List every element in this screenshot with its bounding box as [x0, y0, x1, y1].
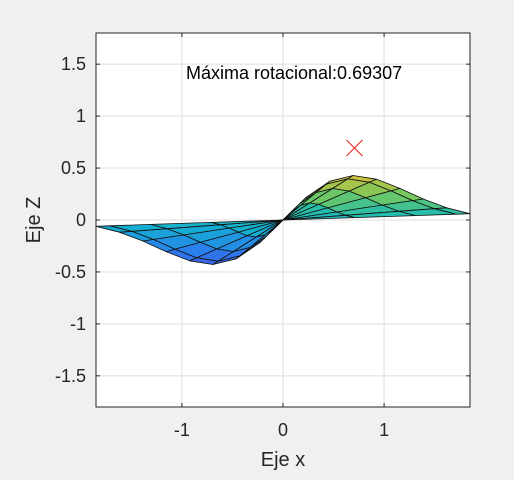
surface-face [282, 214, 356, 221]
y-tick-label: 1 [76, 106, 86, 126]
max-marker [346, 139, 363, 157]
max-marker-stroke [346, 139, 363, 157]
y-tick-label: 1.5 [61, 54, 86, 74]
y-tick-label: 0.5 [61, 158, 86, 178]
x-tick-label: 0 [278, 420, 288, 440]
y-tick-label: -1 [70, 314, 86, 334]
y-tick-label: -1.5 [55, 366, 86, 386]
y-tick-label: 0 [76, 210, 86, 230]
max-annotation: Máxima rotacional:0.69307 [186, 63, 402, 83]
surface-plot [95, 175, 471, 265]
axis-ticks: -1 0 1 -1.5 -1 -0.5 0 0.5 1 1.5 [55, 33, 470, 440]
x-tick-label: 1 [379, 420, 389, 440]
y-tick-label: -0.5 [55, 262, 86, 282]
surface-face [210, 219, 284, 226]
x-tick-label: -1 [174, 420, 190, 440]
x-axis-label: Eje x [261, 449, 305, 471]
y-axis-label: Eje Z [23, 197, 45, 244]
